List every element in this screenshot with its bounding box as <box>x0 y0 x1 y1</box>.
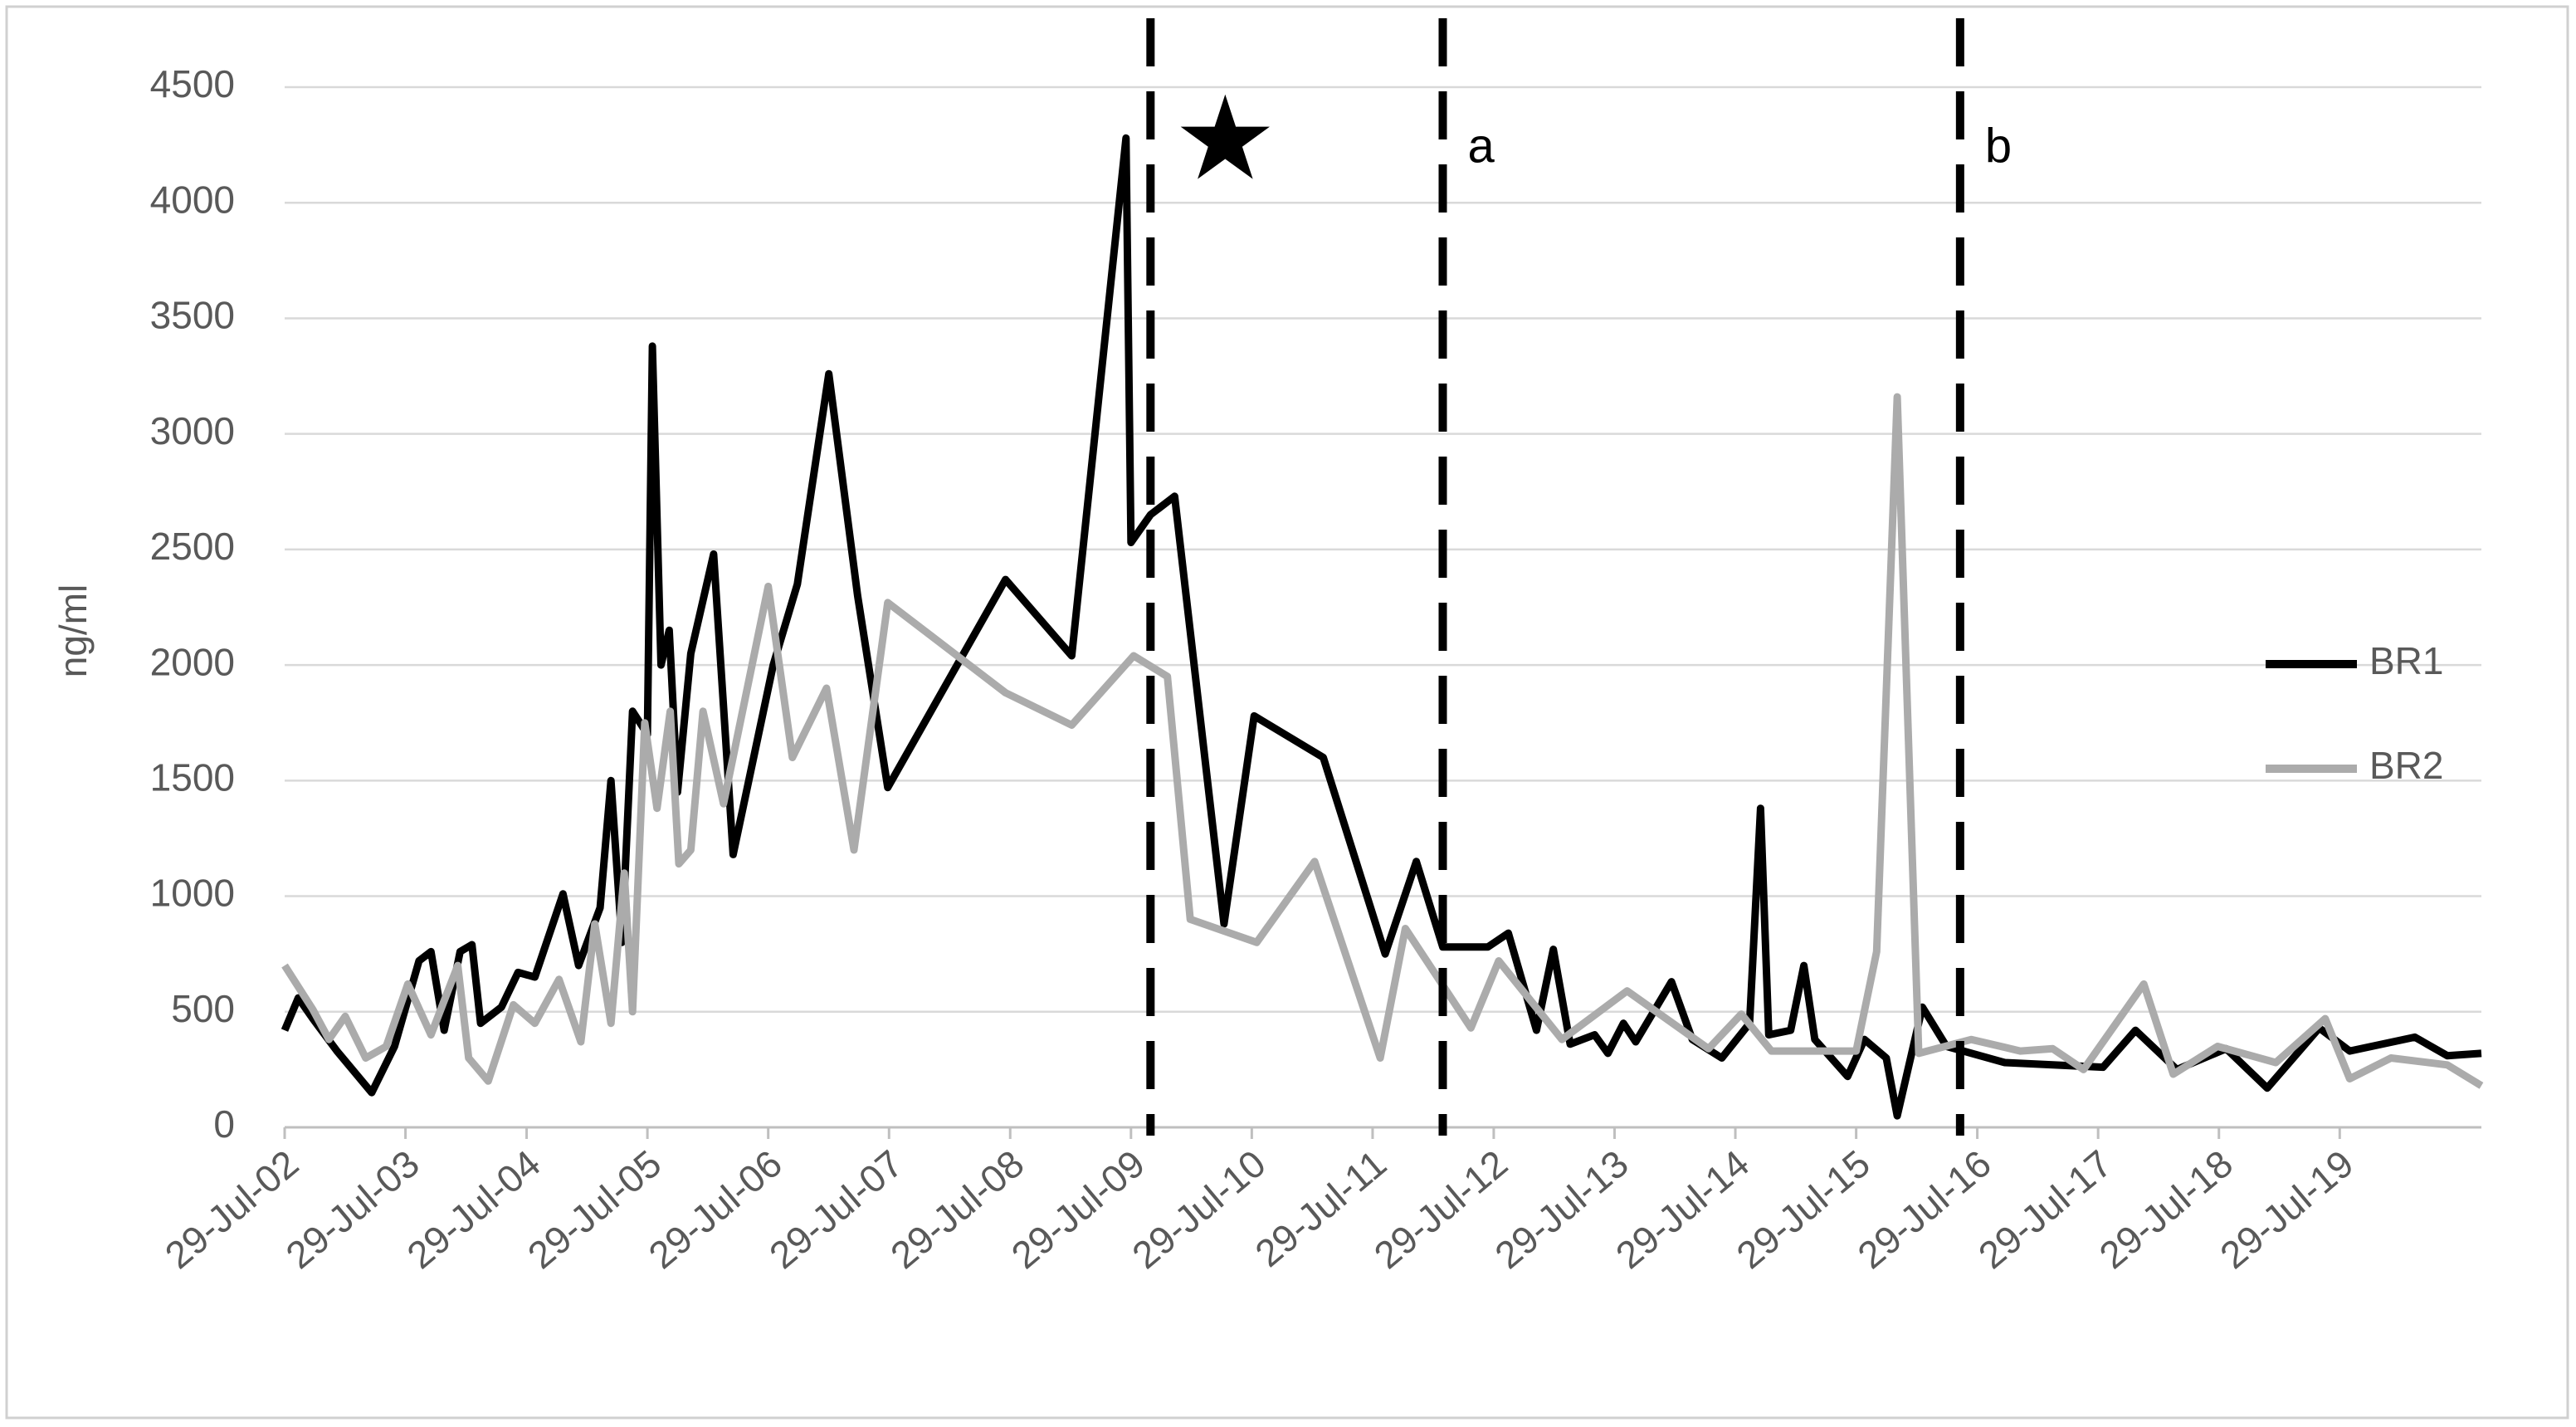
data-line <box>281 134 2482 1120</box>
frame <box>5 5 2569 1420</box>
y-tick-label: 0 <box>213 1102 235 1146</box>
legend-label: BR2 <box>2369 744 2443 787</box>
y-tick-label: 3000 <box>150 409 235 452</box>
annotation-label: b <box>1985 119 2012 173</box>
annotation-label: a <box>1467 119 1495 173</box>
y-tick-label: 500 <box>171 987 235 1030</box>
y-tick-label: 2500 <box>150 525 235 568</box>
y-tick-label: 3500 <box>150 294 235 337</box>
y-tick-label: 2000 <box>150 640 235 683</box>
data-line <box>281 393 2484 1089</box>
annotation-label: ★ <box>1173 73 1278 203</box>
y-tick-label: 4000 <box>150 178 235 221</box>
y-tick-label: 4500 <box>150 62 235 105</box>
y-tick-label: 1500 <box>150 755 235 799</box>
y-tick-label: 1000 <box>150 872 235 915</box>
y-axis-label: ng/ml <box>51 584 95 677</box>
legend-label: BR1 <box>2369 639 2443 682</box>
